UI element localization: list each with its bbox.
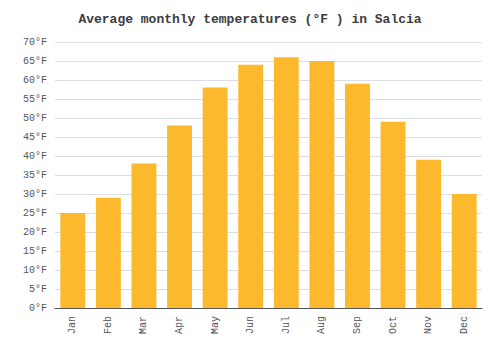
- svg-text:20°F: 20°F: [23, 227, 47, 238]
- svg-text:50°F: 50°F: [23, 113, 47, 124]
- svg-text:Jul: Jul: [281, 316, 292, 334]
- svg-text:Sep: Sep: [352, 316, 363, 334]
- svg-text:60°F: 60°F: [23, 75, 47, 86]
- svg-text:Jan: Jan: [67, 316, 78, 334]
- svg-text:10°F: 10°F: [23, 265, 47, 276]
- svg-text:Apr: Apr: [174, 316, 185, 334]
- svg-text:5°F: 5°F: [29, 284, 47, 295]
- svg-text:55°F: 55°F: [23, 94, 47, 105]
- svg-text:Dec: Dec: [459, 316, 470, 334]
- svg-text:45°F: 45°F: [23, 132, 47, 143]
- svg-text:Jun: Jun: [245, 316, 256, 334]
- svg-text:65°F: 65°F: [23, 56, 47, 67]
- svg-text:Nov: Nov: [423, 316, 434, 334]
- svg-text:40°F: 40°F: [23, 151, 47, 162]
- svg-text:70°F: 70°F: [23, 37, 47, 48]
- svg-text:Average monthly temperatures (: Average monthly temperatures (°F ) in Sa…: [78, 12, 421, 27]
- svg-text:Mar: Mar: [138, 316, 149, 334]
- svg-text:Feb: Feb: [103, 316, 114, 334]
- svg-text:25°F: 25°F: [23, 208, 47, 219]
- svg-text:Aug: Aug: [316, 316, 327, 334]
- svg-text:35°F: 35°F: [23, 170, 47, 181]
- svg-text:15°F: 15°F: [23, 246, 47, 257]
- svg-text:May: May: [210, 316, 221, 334]
- svg-text:0°F: 0°F: [29, 303, 47, 314]
- svg-text:Oct: Oct: [388, 316, 399, 334]
- svg-text:30°F: 30°F: [23, 189, 47, 200]
